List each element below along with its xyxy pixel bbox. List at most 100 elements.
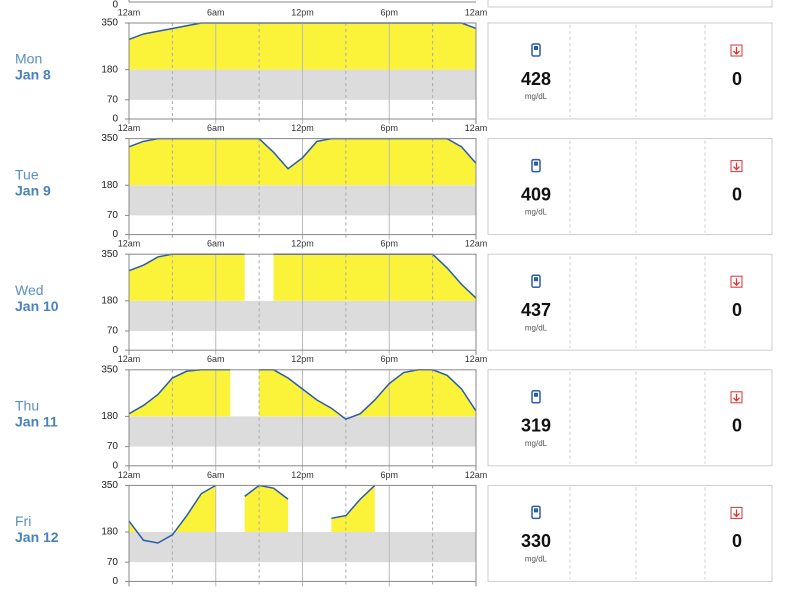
y-tick-label: 70 [107, 326, 119, 337]
time-label: 12am [465, 239, 488, 249]
time-label: 12am [118, 123, 141, 133]
y-tick-label: 0 [112, 114, 118, 125]
reading: 330 [521, 531, 551, 551]
meter-icon-screen [534, 392, 538, 397]
meter-icon-screen [534, 277, 538, 282]
low-icon-arrow [733, 278, 740, 287]
y-tick-label: 70 [107, 441, 119, 452]
lows: 0 [732, 531, 742, 551]
stat-box [487, 369, 773, 467]
lows: 0 [732, 69, 742, 89]
y-tick-label: 180 [101, 527, 118, 538]
time-label: 12am [465, 123, 488, 133]
unit: mg/dL [525, 323, 548, 332]
time-label: 12pm [291, 470, 314, 480]
time-label: 6pm [380, 123, 398, 133]
y-tick-label: 350 [101, 249, 118, 260]
time-label: 12am [118, 239, 141, 249]
meter-icon [531, 390, 541, 404]
weekday: Tue [15, 166, 39, 182]
weekday: Thu [15, 398, 39, 414]
stat-box [487, 253, 773, 351]
chart-frame [128, 22, 477, 120]
date: Jan 11 [15, 414, 58, 430]
y-tick-label: 0 [112, 576, 118, 587]
low-icon-arrow [733, 47, 740, 55]
low-icon-arrow [733, 509, 740, 518]
y-tick-label: 350 [101, 480, 118, 491]
time-label: 6am [207, 123, 225, 133]
stat-box [487, 138, 773, 236]
y-tick-label: 0 [112, 460, 118, 471]
time-label: 6am [207, 7, 225, 17]
time-label: 6am [207, 239, 225, 249]
y-tick-label: 350 [101, 133, 118, 144]
time-label: 12am [465, 470, 488, 480]
y-tick-label: 0 [112, 345, 118, 356]
date: Jan 10 [15, 298, 59, 314]
weekday: Fri [15, 513, 31, 529]
time-label: 12am [118, 354, 141, 364]
y-tick-label: 180 [101, 64, 118, 75]
time-label: 6pm [380, 239, 398, 249]
low-icon-arrow [733, 393, 740, 402]
y-tick-label: 350 [101, 364, 118, 375]
y-tick-label: 180 [101, 295, 118, 306]
date: Jan 12 [15, 529, 59, 545]
chart-frame [128, 253, 477, 351]
time-label: 6pm [380, 7, 398, 17]
time-label: 6pm [380, 470, 398, 480]
lows: 0 [732, 416, 742, 436]
low-icon-arrow [733, 162, 740, 171]
previous-y-label: 0 [112, 0, 118, 11]
high-area [129, 485, 375, 533]
time-label: 12pm [291, 354, 314, 364]
date: Jan 8 [15, 67, 51, 83]
reading: 428 [521, 69, 551, 89]
unit: mg/dL [525, 439, 548, 448]
meter-icon [531, 274, 541, 288]
previous-stat-box [487, 0, 773, 8]
time-label: 12am [465, 7, 488, 17]
time-label: 12pm [291, 239, 314, 249]
chart-frame [128, 484, 477, 582]
time-label: 12am [118, 7, 141, 17]
unit: mg/dL [525, 208, 548, 217]
weekday: Mon [15, 51, 42, 67]
y-tick-label: 350 [101, 18, 118, 29]
time-label: 6pm [380, 354, 398, 364]
meter-icon [531, 158, 541, 173]
reading: 437 [521, 300, 551, 320]
date: Jan 9 [15, 182, 51, 198]
time-label: 6am [207, 470, 225, 480]
chart-frame [128, 369, 477, 467]
meter-icon-screen [534, 508, 538, 513]
stat-box [487, 22, 773, 120]
meter-icon [531, 43, 541, 57]
weekday: Wed [15, 282, 44, 298]
time-label: 12pm [291, 123, 314, 133]
y-tick-label: 70 [107, 210, 119, 221]
time-label: 6am [207, 354, 225, 364]
glucose-line [129, 484, 376, 544]
meter-icon-screen [534, 46, 538, 50]
unit: mg/dL [525, 92, 548, 101]
chart-frame [128, 138, 477, 236]
time-label: 12am [118, 470, 141, 480]
stat-box [487, 484, 773, 582]
y-tick-label: 180 [101, 180, 118, 191]
lows: 0 [732, 184, 742, 204]
y-tick-label: 180 [101, 411, 118, 422]
y-tick-label: 0 [112, 229, 118, 240]
time-label: 12pm [291, 7, 314, 17]
meter-icon-screen [534, 161, 538, 166]
meter-icon [531, 505, 541, 520]
reading: 319 [521, 416, 551, 436]
lows: 0 [732, 300, 742, 320]
y-tick-label: 70 [107, 557, 119, 568]
time-label: 12am [465, 354, 488, 364]
y-tick-label: 70 [107, 94, 119, 105]
reading: 409 [521, 184, 551, 204]
unit: mg/dL [525, 555, 548, 564]
